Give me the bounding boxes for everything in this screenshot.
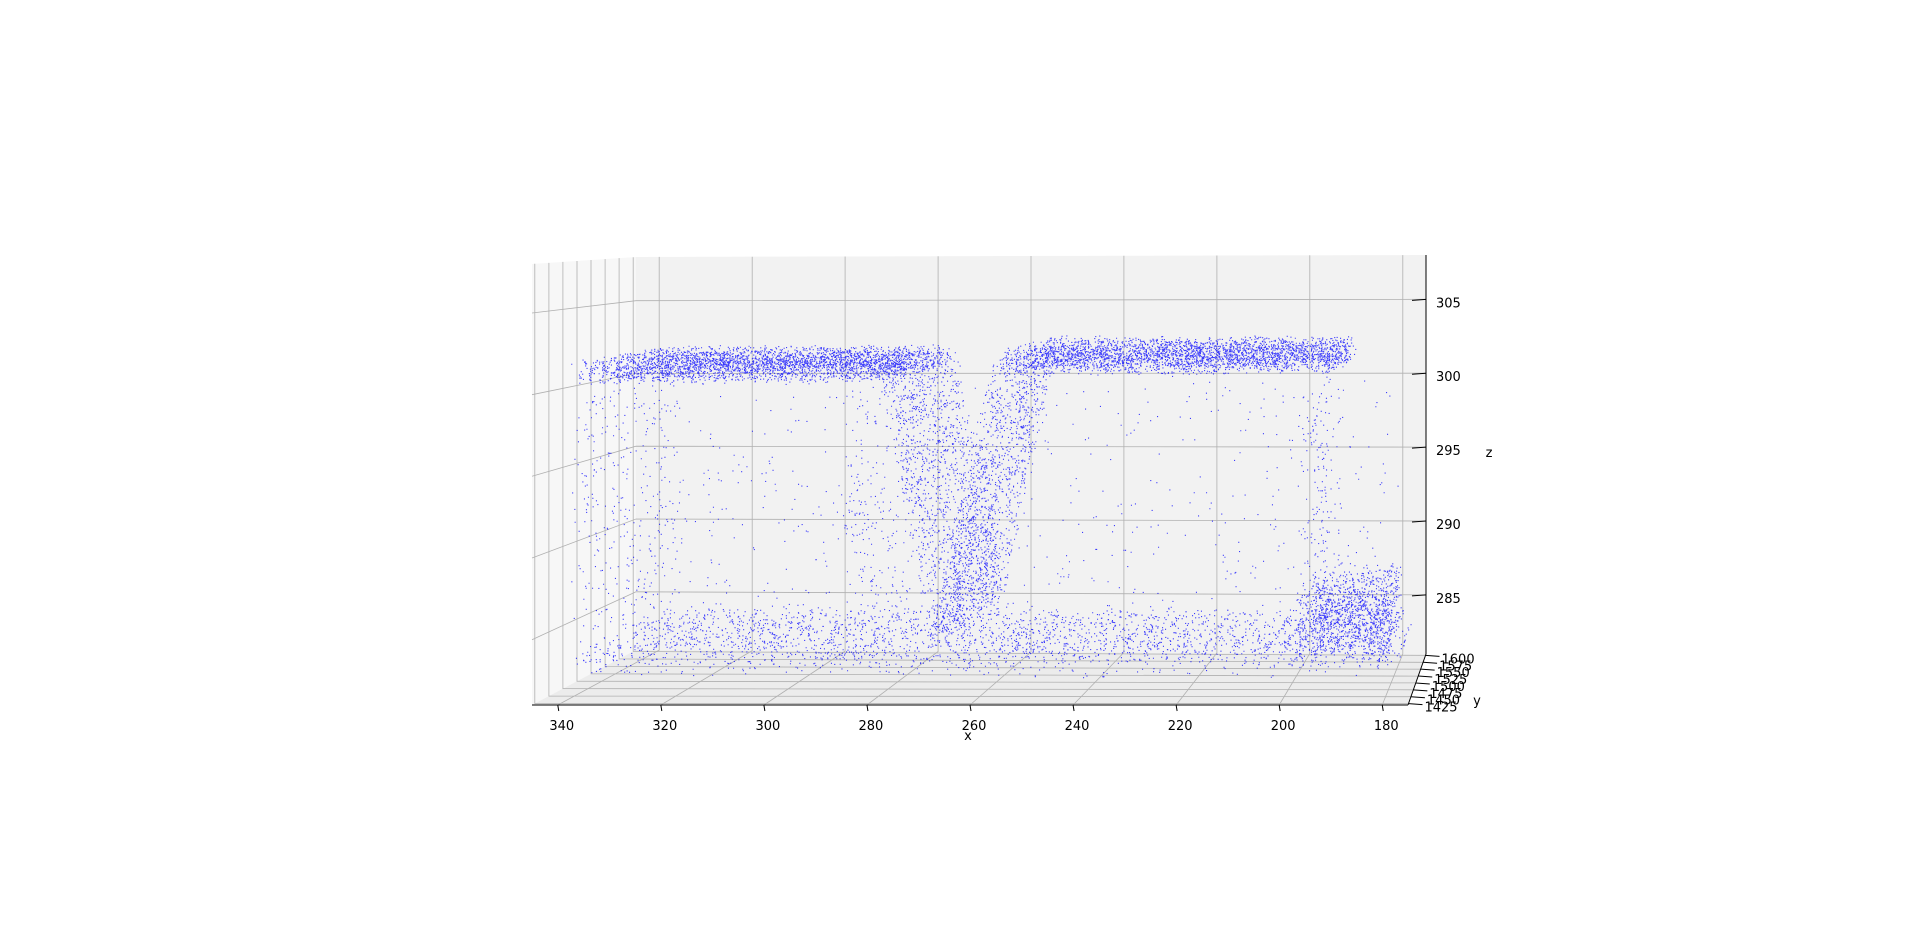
y-grid-line bbox=[562, 261, 1414, 691]
x-grid-line bbox=[866, 256, 939, 706]
y-tick-mark bbox=[1423, 661, 1438, 664]
x-grid-line bbox=[969, 256, 1032, 706]
y-tick-mark bbox=[1420, 668, 1435, 671]
y-grid-line bbox=[618, 258, 1424, 663]
x-grid-line bbox=[557, 256, 660, 706]
data-points bbox=[571, 335, 1412, 679]
x-tick-label: 300 bbox=[755, 719, 780, 734]
y-tick-mark bbox=[1415, 682, 1430, 685]
x-grid-line bbox=[1175, 255, 1218, 706]
x-tick-mark bbox=[866, 704, 869, 712]
point-cloud-markers bbox=[571, 335, 1412, 679]
y-tick-label: 1525 bbox=[1434, 673, 1467, 688]
x-tick-label: 320 bbox=[652, 719, 677, 734]
y-grid-line bbox=[534, 263, 1409, 704]
y-grid-line bbox=[604, 259, 1421, 670]
z-tick-mark bbox=[1411, 520, 1427, 523]
grid-lines bbox=[531, 255, 1427, 706]
y-axis-label: y bbox=[1473, 694, 1481, 709]
y-tick-mark bbox=[1408, 703, 1423, 706]
x-tick-mark bbox=[557, 704, 560, 712]
z-tick-mark bbox=[1411, 446, 1427, 449]
x-tick-label: 340 bbox=[549, 719, 574, 734]
x-tick-mark bbox=[1072, 704, 1075, 712]
y-tick-label: 1475 bbox=[1429, 687, 1462, 702]
z-tick-mark bbox=[1411, 372, 1427, 375]
z-tick-mark bbox=[1411, 298, 1427, 301]
x-tick-label: 260 bbox=[962, 719, 987, 734]
z-tick-label: 295 bbox=[1436, 444, 1461, 459]
x-tick-label: 240 bbox=[1065, 719, 1090, 734]
y-tick-mark bbox=[1410, 696, 1425, 699]
z-grid-line bbox=[531, 591, 1427, 641]
x-grid-line bbox=[763, 256, 846, 706]
x-tick-mark bbox=[1278, 704, 1281, 712]
x-tick-label: 220 bbox=[1168, 719, 1193, 734]
z-axis-label: z bbox=[1486, 446, 1493, 461]
y-tick-label: 1450 bbox=[1427, 694, 1460, 709]
y-grid-line bbox=[632, 257, 1426, 656]
z-tick-label: 290 bbox=[1436, 518, 1461, 533]
x-tick-mark bbox=[660, 704, 663, 712]
y-tick-label: 1550 bbox=[1437, 666, 1470, 681]
tick-labels: 340 320 300 280 260 240 220 200 1801425145014751… bbox=[549, 296, 1474, 734]
x-tick-label: 180 bbox=[1374, 719, 1399, 734]
z-tick-mark bbox=[1411, 594, 1427, 597]
y-tick-label: 1600 bbox=[1442, 652, 1475, 667]
x-axis-label: x bbox=[964, 729, 972, 744]
x-tick-mark bbox=[1175, 704, 1178, 712]
floor-pane bbox=[532, 650, 1426, 705]
x-tick-mark bbox=[763, 704, 766, 712]
y-tick-label: 1575 bbox=[1439, 659, 1472, 674]
x-grid-line bbox=[660, 256, 753, 706]
z-grid-line bbox=[531, 298, 1427, 314]
y-tick-mark bbox=[1425, 654, 1440, 657]
y-tick-mark bbox=[1418, 675, 1433, 678]
z-tick-label: 305 bbox=[1436, 296, 1461, 311]
y-grid-line bbox=[576, 261, 1416, 684]
x-grid-line bbox=[1381, 255, 1404, 706]
y-grid-line bbox=[548, 262, 1411, 698]
z-grid-line bbox=[531, 445, 1427, 477]
y-tick-label: 1425 bbox=[1424, 701, 1457, 716]
y-tick-label: 1500 bbox=[1432, 680, 1465, 695]
y-tick-mark bbox=[1413, 689, 1428, 692]
x-grid-line bbox=[1072, 255, 1125, 706]
x-tick-label: 280 bbox=[859, 719, 884, 734]
z-grid-line bbox=[531, 518, 1427, 559]
x-tick-mark bbox=[1381, 704, 1384, 712]
z-tick-label: 300 bbox=[1436, 370, 1461, 385]
x-tick-label: 200 bbox=[1271, 719, 1296, 734]
x-tick-mark bbox=[969, 704, 972, 712]
x-grid-line bbox=[1278, 255, 1311, 706]
z-tick-label: 285 bbox=[1436, 592, 1461, 607]
left-pane bbox=[532, 257, 636, 705]
y-grid-line bbox=[590, 260, 1419, 677]
